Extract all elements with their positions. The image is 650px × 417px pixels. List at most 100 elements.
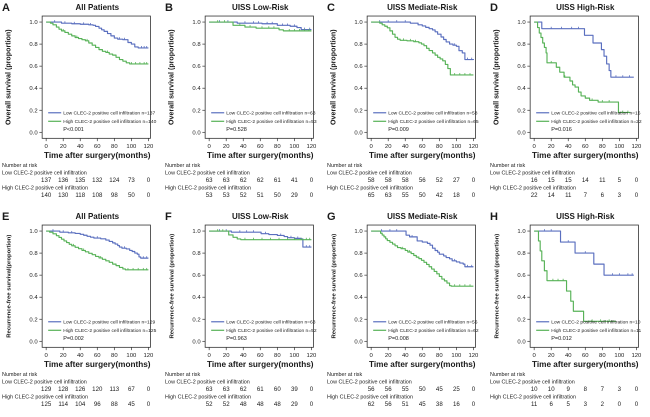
risk-count-low: 128 xyxy=(58,385,69,392)
risk-count-high: 118 xyxy=(75,192,85,199)
km-plot-G: 1.0 0.8 0.6 0.4 0.2 0.0 0 20 40 60 80 100 120 Low CLE… xyxy=(327,211,479,408)
plot-box xyxy=(204,15,314,139)
risk-count-high: 11 xyxy=(565,192,572,199)
risk-count-high: 0 xyxy=(634,192,638,199)
p-value: P<0.001 xyxy=(63,127,84,133)
y-axis-label: Overall survival (proportion) xyxy=(167,29,175,125)
risk-count-high: 0 xyxy=(617,400,621,407)
risk-count-low: 7 xyxy=(600,385,604,392)
risk-count-high: 53 xyxy=(205,192,212,199)
plot-box xyxy=(529,224,639,348)
x-tick-label: 20 xyxy=(547,352,554,358)
plot-box xyxy=(41,15,151,139)
km-panel-H: 1.0 0.8 0.6 0.4 0.2 0.0 0 20 40 60 80 100 120 Low CLE… xyxy=(488,209,650,417)
risk-count-high: 22 xyxy=(530,192,537,199)
y-tick-label: 1.0 xyxy=(354,20,363,26)
x-tick-label: 20 xyxy=(385,144,392,150)
risk-header: Number at risk xyxy=(490,371,525,377)
plot-box xyxy=(204,224,314,348)
x-tick-label: 120 xyxy=(468,144,479,150)
y-tick-label: 0.6 xyxy=(517,273,526,279)
risk-count-low: 56 xyxy=(368,385,375,392)
risk-low-label: Low CLEC-2 positive cell infiltration xyxy=(327,170,412,176)
x-tick-label: 60 xyxy=(256,352,263,358)
risk-count-high: 42 xyxy=(436,192,443,199)
survival-curve-high xyxy=(533,21,630,114)
plot-box xyxy=(366,15,476,139)
y-axis-label: Recurrence-free survival (proportion) xyxy=(332,233,338,338)
legend-label: High CLEC-2 positive cell infiltration n… xyxy=(226,328,317,334)
risk-high-label: High CLEC-2 positive cell infiltration xyxy=(490,394,576,400)
risk-count-low: 62 xyxy=(256,177,263,184)
legend-label: Low CLEC-2 positive cell infiltration n=… xyxy=(63,111,155,117)
risk-count-high: 6 xyxy=(549,400,553,407)
risk-low-label: Low CLEC-2 positive cell infiltration xyxy=(165,170,250,176)
risk-count-low: 0 xyxy=(634,385,638,392)
risk-high-label: High CLEC-2 positive cell infiltration xyxy=(327,185,413,191)
legend-label: High CLEC-2 positive cell infiltration n… xyxy=(63,119,156,125)
survival-curve-low xyxy=(46,229,149,259)
risk-count-low: 0 xyxy=(147,385,151,392)
x-tick-label: 40 xyxy=(77,144,84,150)
y-tick-label: 0.4 xyxy=(517,86,526,92)
panel-letter: D xyxy=(490,2,498,14)
y-tick-label: 0.4 xyxy=(354,86,363,92)
risk-count-high: 0 xyxy=(309,192,313,199)
legend-label: Low CLEC-2 positive cell infiltration n=… xyxy=(388,319,478,325)
risk-count-low: 0 xyxy=(472,177,476,184)
x-tick-label: 0 xyxy=(532,352,536,358)
y-tick-label: 0.4 xyxy=(354,295,363,301)
risk-count-low: 0 xyxy=(472,385,476,392)
x-tick-label: 40 xyxy=(77,352,84,358)
risk-count-low: 124 xyxy=(109,177,120,184)
x-tick-label: 120 xyxy=(631,144,642,150)
risk-high-label: High CLEC-2 positive cell infiltration xyxy=(327,394,413,400)
x-tick-label: 20 xyxy=(385,352,392,358)
p-value: P=0.012 xyxy=(551,335,572,341)
x-tick-label: 120 xyxy=(143,352,154,358)
risk-count-low: 62 xyxy=(239,177,246,184)
y-tick-label: 0.6 xyxy=(192,273,201,279)
risk-count-high: 0 xyxy=(147,192,151,199)
p-value: P=0.016 xyxy=(551,127,572,133)
panel-letter: H xyxy=(490,211,498,223)
km-panel-G: 1.0 0.8 0.6 0.4 0.2 0.0 0 20 40 60 80 100 120 Low CLE… xyxy=(325,209,488,417)
survival-curve-low xyxy=(371,229,474,267)
x-tick-label: 80 xyxy=(599,352,606,358)
risk-header: Number at risk xyxy=(2,371,37,377)
risk-count-low: 10 xyxy=(530,385,537,392)
x-tick-label: 120 xyxy=(306,144,317,150)
panel-letter: B xyxy=(165,2,173,14)
km-plot-B: 1.0 0.8 0.6 0.4 0.2 0.0 0 20 40 60 80 100 120 Low CLE… xyxy=(165,2,317,199)
risk-low-label: Low CLEC-2 positive cell infiltration xyxy=(490,379,575,385)
risk-count-low: 15 xyxy=(564,177,571,184)
risk-count-low: 126 xyxy=(75,385,86,392)
x-tick-label: 20 xyxy=(222,144,229,150)
risk-count-low: 16 xyxy=(530,177,537,184)
panel-title: UISS High-Risk xyxy=(556,3,615,12)
risk-count-high: 18 xyxy=(453,192,460,199)
risk-count-low: 73 xyxy=(128,177,135,184)
risk-count-low: 129 xyxy=(41,385,52,392)
risk-count-high: 0 xyxy=(472,400,476,407)
risk-count-low: 45 xyxy=(436,385,443,392)
risk-count-high: 50 xyxy=(273,192,280,199)
x-axis-label: Time after surgery(months) xyxy=(207,151,314,160)
risk-low-label: Low CLEC-2 positive cell infiltration xyxy=(2,379,87,385)
risk-count-high: 50 xyxy=(128,192,135,199)
legend-label: High CLEC-2 positive cell infiltration n… xyxy=(226,119,317,125)
panel-title: UISS High-Risk xyxy=(556,212,615,221)
x-tick-label: 60 xyxy=(419,352,426,358)
survival-curve-high xyxy=(208,21,311,32)
risk-count-high: 16 xyxy=(453,400,460,407)
y-axis-label: Recurrence-free survival(proportion) xyxy=(7,234,13,337)
y-tick-label: 1.0 xyxy=(29,20,38,26)
risk-count-high: 140 xyxy=(41,192,52,199)
risk-count-low: 5 xyxy=(617,177,621,184)
km-plot-C: 1.0 0.8 0.6 0.4 0.2 0.0 0 20 40 60 80 100 120 Low CLE… xyxy=(327,2,479,199)
panel-title: All Patients xyxy=(75,212,119,221)
risk-count-low: 8 xyxy=(583,385,587,392)
x-axis-label: Time after surgery(months) xyxy=(369,359,476,368)
risk-count-high: 98 xyxy=(111,192,118,199)
